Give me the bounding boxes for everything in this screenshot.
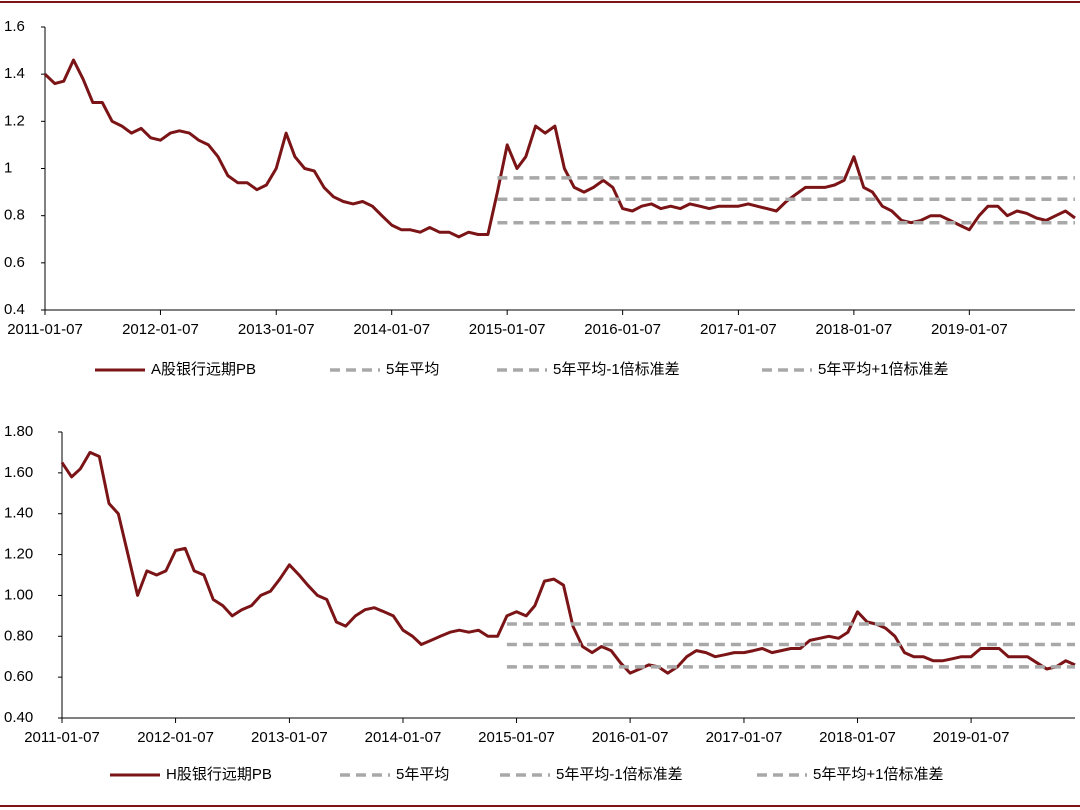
x-tick-label: 2018-01-07 bbox=[816, 321, 893, 338]
x-tick-label: 2013-01-07 bbox=[251, 729, 328, 746]
legend-label: 5年平均 bbox=[396, 766, 449, 783]
y-tick-label: 1.40 bbox=[4, 505, 33, 522]
y-tick-label: 1.80 bbox=[4, 423, 33, 440]
x-tick-label: 2013-01-07 bbox=[238, 321, 315, 338]
x-tick-label: 2011-01-07 bbox=[24, 729, 100, 746]
x-tick-label: 2017-01-07 bbox=[706, 729, 783, 746]
legend-label: 5年平均-1倍标准差 bbox=[556, 766, 683, 783]
y-tick-label: 1.2 bbox=[4, 112, 25, 129]
x-tick-label: 2011-01-07 bbox=[7, 321, 83, 338]
legend-label: 5年平均+1倍标准差 bbox=[813, 766, 943, 783]
x-tick-label: 2019-01-07 bbox=[931, 321, 1008, 338]
x-tick-label: 2012-01-07 bbox=[122, 321, 199, 338]
y-tick-label: 0.8 bbox=[4, 207, 25, 224]
x-tick-label: 2016-01-07 bbox=[584, 321, 661, 338]
x-tick-label: 2015-01-07 bbox=[478, 729, 555, 746]
y-tick-label: 1.60 bbox=[4, 464, 33, 481]
y-tick-label: 1.20 bbox=[4, 546, 33, 563]
x-tick-label: 2017-01-07 bbox=[700, 321, 777, 338]
x-tick-label: 2014-01-07 bbox=[353, 321, 430, 338]
x-tick-label: 2019-01-07 bbox=[933, 729, 1010, 746]
x-tick-label: 2018-01-07 bbox=[819, 729, 896, 746]
legend-label: 5年平均 bbox=[386, 361, 439, 378]
series-line bbox=[43, 58, 1076, 239]
legend-label: 5年平均+1倍标准差 bbox=[818, 361, 948, 378]
series-line bbox=[60, 450, 1076, 675]
x-tick-label: 2015-01-07 bbox=[469, 321, 546, 338]
x-tick-label: 2014-01-07 bbox=[365, 729, 442, 746]
y-tick-label: 1.00 bbox=[4, 586, 33, 603]
x-tick-label: 2012-01-07 bbox=[137, 729, 214, 746]
y-tick-label: 0.6 bbox=[4, 254, 25, 271]
y-tick-label: 1 bbox=[4, 159, 12, 176]
legend-label: H股银行远期PB bbox=[166, 766, 272, 783]
y-tick-label: 1.6 bbox=[4, 18, 25, 35]
y-tick-label: 1.4 bbox=[4, 65, 25, 82]
legend-label: A股银行远期PB bbox=[151, 361, 256, 378]
y-tick-label: 0.80 bbox=[4, 627, 33, 644]
y-tick-label: 0.4 bbox=[4, 301, 25, 318]
legend-label: 5年平均-1倍标准差 bbox=[553, 361, 680, 378]
y-tick-label: 0.40 bbox=[4, 709, 33, 726]
x-tick-label: 2016-01-07 bbox=[592, 729, 669, 746]
y-tick-label: 0.60 bbox=[4, 668, 33, 685]
